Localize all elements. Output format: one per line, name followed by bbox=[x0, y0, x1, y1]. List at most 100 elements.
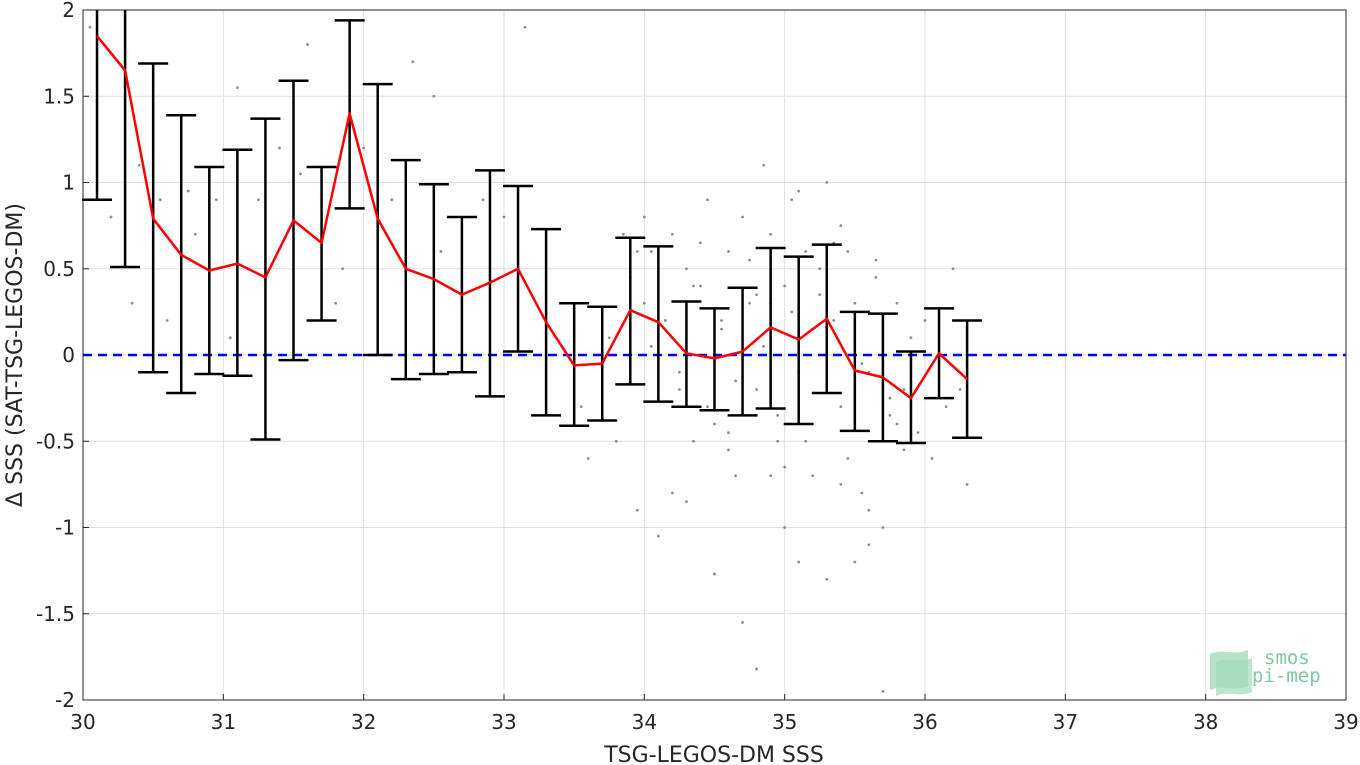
scatter-point bbox=[923, 319, 927, 322]
scatter-point bbox=[257, 198, 260, 202]
scatter-point bbox=[699, 284, 702, 288]
scatter-point bbox=[671, 232, 674, 236]
y-axis-label: Δ SSS (SAT-TSG-LEGOS-DM) bbox=[3, 203, 28, 507]
scatter-point bbox=[769, 232, 773, 236]
scatter-point bbox=[706, 198, 709, 202]
scatter-point bbox=[951, 267, 955, 271]
scatter-point bbox=[439, 250, 443, 253]
x-tick-label: 30 bbox=[70, 710, 95, 734]
scatter-point bbox=[832, 319, 836, 322]
scatter-point bbox=[748, 301, 751, 305]
scatter-point bbox=[965, 482, 969, 486]
scatter-point bbox=[278, 146, 281, 150]
scatter-point bbox=[853, 560, 857, 564]
scatter-point bbox=[916, 431, 920, 435]
x-tick-label: 35 bbox=[772, 710, 797, 734]
scatter-point bbox=[846, 250, 850, 253]
scatter-point bbox=[228, 336, 232, 340]
scatter-point bbox=[741, 620, 744, 624]
scatter-point bbox=[692, 439, 695, 443]
mean-series-line bbox=[96, 35, 968, 400]
scatter-point bbox=[853, 301, 857, 305]
scatter-point bbox=[720, 319, 723, 322]
scatter-point bbox=[944, 405, 948, 409]
scatter-point bbox=[958, 388, 962, 391]
scatter-point bbox=[867, 508, 871, 512]
scatter-point bbox=[790, 198, 794, 202]
y-tick-label: 1.5 bbox=[43, 84, 75, 108]
scatter-point bbox=[839, 224, 843, 228]
scatter-point bbox=[109, 215, 113, 219]
scatter-point bbox=[825, 577, 829, 581]
scatter-point bbox=[727, 250, 730, 253]
scatter-point bbox=[776, 439, 780, 443]
scatter-point bbox=[635, 508, 639, 512]
scatter-point bbox=[706, 405, 709, 409]
scatter-point bbox=[678, 370, 681, 374]
scatter-point bbox=[783, 284, 787, 288]
y-tick-label: 2 bbox=[62, 0, 75, 22]
scatter-point bbox=[341, 267, 345, 271]
x-tick-label: 34 bbox=[632, 710, 657, 734]
scatter-point bbox=[586, 457, 590, 460]
y-tick-label: 0.5 bbox=[43, 257, 75, 281]
scatter-point bbox=[930, 457, 934, 460]
scatter-point bbox=[839, 482, 843, 486]
scatter-point bbox=[692, 284, 695, 288]
scatter-point bbox=[804, 250, 808, 253]
scatter-point bbox=[811, 474, 815, 478]
scatter-point bbox=[411, 60, 415, 64]
scatter-point bbox=[635, 250, 639, 253]
scatter-point bbox=[621, 232, 625, 236]
scatter-point bbox=[881, 526, 885, 529]
scatter-point bbox=[523, 25, 527, 29]
smos-pi-mep-logo: smos pi-mep bbox=[1210, 647, 1321, 696]
scatter-point bbox=[895, 301, 899, 305]
scatter-point bbox=[713, 572, 716, 576]
scatter-point bbox=[699, 241, 702, 245]
scatter-point bbox=[734, 474, 737, 478]
scatter-point bbox=[193, 232, 197, 236]
scatter-point bbox=[235, 86, 239, 90]
scatter-point bbox=[713, 422, 716, 426]
scatter-point bbox=[783, 465, 787, 469]
scatter-point bbox=[614, 439, 618, 443]
scatter-point bbox=[755, 293, 758, 297]
scatter-point bbox=[797, 189, 801, 193]
scatter-point bbox=[306, 43, 309, 46]
scatter-point bbox=[818, 293, 822, 297]
scatter-point bbox=[678, 388, 681, 391]
scatter-point bbox=[874, 258, 878, 262]
scatter-point bbox=[741, 215, 744, 219]
scatter-point bbox=[663, 319, 667, 322]
scatter-point bbox=[895, 422, 899, 426]
scatter-point bbox=[137, 163, 141, 167]
scatter-point bbox=[755, 388, 758, 391]
scatter-point bbox=[727, 431, 730, 435]
scatter-point bbox=[158, 198, 162, 202]
scatter-point bbox=[720, 327, 723, 331]
scatter-point bbox=[649, 344, 653, 348]
scatter-point bbox=[902, 448, 906, 452]
scatter-point bbox=[334, 301, 337, 305]
x-axis-label: TSG-LEGOS-DM SSS bbox=[603, 743, 824, 765]
x-tick-label: 37 bbox=[1053, 710, 1078, 734]
scatter-point bbox=[642, 215, 646, 219]
scatter-point bbox=[579, 405, 583, 409]
scatter-point bbox=[165, 319, 169, 322]
scatter-point bbox=[642, 301, 646, 305]
scatter-point bbox=[130, 301, 134, 305]
scatter-point bbox=[762, 163, 766, 167]
y-tick-label: 1 bbox=[62, 171, 75, 195]
logo-wave-icon-front bbox=[1216, 658, 1252, 696]
scatter-point bbox=[825, 181, 829, 184]
scatter-point bbox=[755, 667, 758, 671]
y-tick-labels: -2 -1.5 -1 -0.5 0 0.5 1 1.5 2 bbox=[36, 0, 75, 712]
scatter-point bbox=[839, 405, 843, 409]
y-tick-label: -1.5 bbox=[36, 602, 75, 626]
scatter-point bbox=[734, 379, 737, 383]
scatter-point bbox=[685, 500, 688, 504]
scatter-point bbox=[909, 336, 913, 340]
